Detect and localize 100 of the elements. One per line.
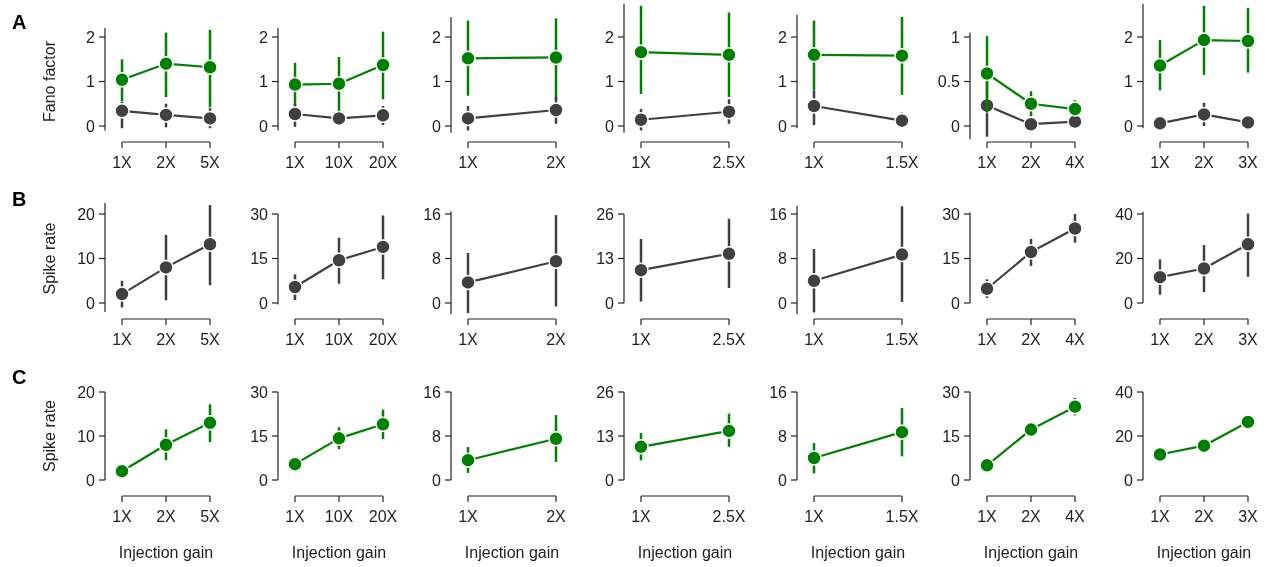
x-tick-label: 20X [368, 331, 398, 348]
x-tick-label: 1X [458, 331, 479, 348]
y-tick-label: 0 [259, 117, 269, 135]
x-axis-title: Injection gain [983, 544, 1079, 561]
y-tick-label: 16 [769, 383, 788, 401]
x-tick-label: 1X [458, 154, 479, 171]
y-tick-label: 20 [1115, 250, 1134, 268]
text: B [12, 188, 27, 210]
x-tick-label: 1X [631, 154, 652, 171]
x-tick-label: 2X [156, 508, 177, 525]
x-tick-label: 4X [1065, 331, 1086, 348]
x-tick-label: 1X [285, 154, 306, 171]
y-tick-label: 10 [77, 427, 96, 445]
x-tick-label: 2X [1194, 154, 1215, 171]
y-tick-label: 0 [778, 294, 788, 312]
y-tick-label: 30 [250, 205, 269, 223]
y-tick-label: 8 [778, 427, 788, 445]
y-tick-label: 0 [86, 294, 96, 312]
x-tick-label: 3X [1238, 508, 1259, 525]
y-tick-label: 8 [432, 250, 442, 268]
y-tick-label: 13 [596, 427, 615, 445]
x-tick-label: 1X [112, 508, 133, 525]
y-tick-label: 15 [250, 250, 269, 268]
y-tick-label: 0 [605, 471, 615, 489]
y-tick-label: 0 [259, 471, 269, 489]
x-tick-label: 3X [1238, 331, 1259, 348]
x-axis-title: Injection gain [1156, 544, 1252, 561]
y-tick-label: 30 [250, 383, 269, 401]
y-tick-label: 0 [951, 294, 961, 312]
x-tick-label: 2X [156, 154, 177, 171]
y-tick-label: 40 [1115, 383, 1134, 401]
y-tick-label: 1 [259, 73, 269, 91]
y-tick-label: 1 [432, 73, 442, 91]
x-tick-label: 1X [285, 331, 306, 348]
y-tick-label: 0 [1124, 294, 1134, 312]
x-axis-title: Injection gain [464, 544, 560, 561]
y-tick-label: 13 [596, 250, 615, 268]
y-tick-label: 16 [769, 205, 788, 223]
y-tick-label: 20 [77, 383, 96, 401]
y-tick-label: 0 [778, 471, 788, 489]
x-tick-label: 2X [546, 508, 567, 525]
x-tick-label: 10X [324, 508, 354, 525]
x-tick-label: 1X [804, 508, 825, 525]
y-tick-label: 2 [432, 28, 442, 46]
x-tick-label: 1X [1150, 154, 1171, 171]
y-tick-label: 1 [1124, 73, 1134, 91]
x-axis-title: Injection gain [291, 544, 387, 561]
x-tick-label: 10X [324, 154, 354, 171]
x-tick-label: 2X [546, 331, 567, 348]
y-tick-label: 0.5 [937, 73, 961, 91]
x-tick-label: 20X [368, 154, 398, 171]
y-tick-label: 1 [778, 73, 788, 91]
x-tick-label: 1X [977, 508, 998, 525]
y-tick-label: 15 [942, 427, 961, 445]
x-axis-title: Injection gain [118, 544, 214, 561]
y-tick-label: 0 [605, 117, 615, 135]
y-tick-label: 2 [86, 28, 96, 46]
x-tick-label: 5X [200, 154, 221, 171]
x-tick-label: 1X [977, 154, 998, 171]
y-tick-label: 0 [432, 294, 442, 312]
x-tick-label: 2.5X [712, 154, 746, 171]
x-tick-label: 2X [1194, 508, 1215, 525]
x-tick-label: 2X [1021, 331, 1042, 348]
x-tick-label: 4X [1065, 154, 1086, 171]
x-tick-label: 1X [1150, 331, 1171, 348]
x-tick-label: 2X [1194, 331, 1215, 348]
x-tick-label: 1X [804, 154, 825, 171]
y-axis-title: Fano factor [41, 40, 58, 122]
y-tick-label: 1 [951, 28, 961, 46]
x-tick-label: 5X [200, 508, 221, 525]
y-tick-label: 2 [1124, 28, 1134, 46]
y-tick-label: 16 [423, 383, 442, 401]
x-tick-label: 1.5X [885, 154, 919, 171]
x-axis-title: Injection gain [810, 544, 906, 561]
x-axis-title: Injection gain [637, 544, 733, 561]
y-tick-label: 0 [605, 294, 615, 312]
x-tick-label: 1.5X [885, 508, 919, 525]
x-tick-label: 2X [156, 331, 177, 348]
x-tick-label: 1X [1150, 508, 1171, 525]
y-tick-label: 0 [432, 117, 442, 135]
y-tick-label: 1 [605, 73, 615, 91]
y-tick-label: 30 [942, 383, 961, 401]
x-tick-label: 3X [1238, 154, 1259, 171]
y-tick-label: 2 [605, 28, 615, 46]
y-tick-label: 8 [778, 250, 788, 268]
x-tick-label: 1X [458, 508, 479, 525]
x-tick-label: 1X [804, 331, 825, 348]
y-tick-label: 8 [432, 427, 442, 445]
y-tick-label: 0 [778, 117, 788, 135]
y-tick-label: 1 [86, 73, 96, 91]
y-tick-label: 0 [951, 471, 961, 489]
x-tick-label: 10X [324, 331, 354, 348]
y-tick-label: 2 [778, 28, 788, 46]
x-tick-label: 1X [112, 154, 133, 171]
x-tick-label: 1X [977, 331, 998, 348]
y-tick-label: 30 [942, 205, 961, 223]
text: A [12, 11, 27, 33]
y-tick-label: 15 [942, 250, 961, 268]
y-tick-label: 0 [259, 294, 269, 312]
x-tick-label: 4X [1065, 508, 1086, 525]
